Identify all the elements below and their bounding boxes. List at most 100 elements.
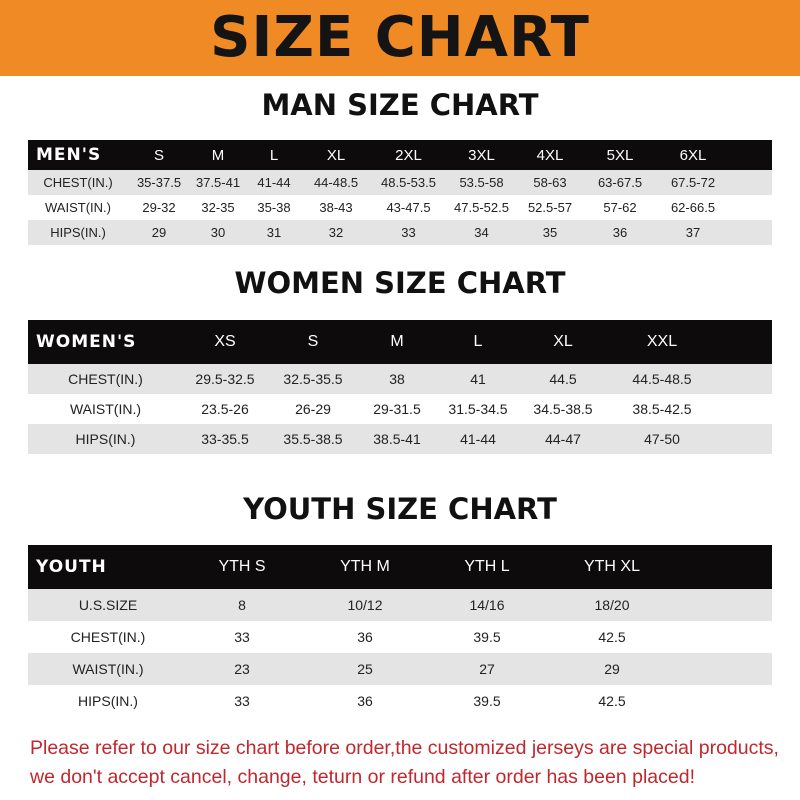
table-cell: 32.5-35.5 [283, 371, 343, 387]
table-cell: 35-37.5 [136, 175, 182, 190]
table-cell: 23 [234, 661, 250, 677]
table-cell: 23.5-26 [201, 401, 249, 417]
table-cell: YTH S [218, 558, 266, 575]
table-cell: 39.5 [473, 629, 501, 645]
table-row: HIPS(IN.) 33 36 39.5 42.5 [28, 685, 772, 717]
table-cell: 34.5-38.5 [533, 401, 593, 417]
row-label: HIPS(IN.) [75, 431, 136, 447]
table-cell: 47-50 [644, 431, 680, 447]
table-cell: 53.5-58 [459, 175, 504, 190]
row-label: U.S.SIZE [78, 597, 138, 613]
table-header-row: MEN'S S M L XL 2XL 3XL 4XL 5XL 6XL [28, 140, 772, 170]
row-label: WAIST(IN.) [72, 661, 144, 677]
table-cell: 38.5-42.5 [632, 401, 692, 417]
row-label: WOMEN'S [36, 332, 137, 352]
table-cell: XS [214, 333, 236, 350]
table-cell: 8 [238, 597, 246, 613]
table-cell: 52.5-57 [527, 200, 573, 215]
youth-size-table: YOUTH YTH S YTH M YTH L YTH XL U.S.SIZE 8 10/12… [28, 545, 772, 717]
table-cell: 29.5-32.5 [195, 371, 255, 387]
table-cell: 47.5-52.5 [454, 200, 509, 215]
youth-chart-title: YOUTH SIZE CHART [243, 492, 557, 526]
table-cell: YTH XL [583, 558, 640, 575]
table-cell: 5XL [606, 146, 634, 164]
table-cell: 38 [389, 371, 405, 387]
table-cell: M [390, 333, 404, 350]
table-cell: XL [326, 146, 346, 164]
table-cell: 33 [234, 629, 250, 645]
table-cell: 29 [604, 661, 620, 677]
notice-line-1: Please refer to our size chart before or… [30, 737, 779, 759]
table-cell: 18/20 [594, 597, 630, 613]
table-cell: 35.5-38.5 [283, 431, 343, 447]
table-cell: 41-44 [257, 175, 291, 190]
table-cell: 38-43 [319, 200, 353, 215]
table-cell: 29-31.5 [373, 401, 421, 417]
table-cell: 58-63 [533, 175, 567, 190]
table-cell: 57-62 [603, 200, 637, 215]
notice-line-2: we don't accept cancel, change, teturn o… [30, 766, 695, 788]
table-cell: 42.5 [598, 693, 626, 709]
table-cell: 25 [357, 661, 373, 677]
table-cell: 44.5-48.5 [632, 371, 692, 387]
table-cell: 35-38 [257, 200, 291, 215]
table-cell: 37 [685, 225, 701, 240]
table-cell: 44-48.5 [313, 175, 359, 190]
table-cell: 33 [234, 693, 250, 709]
table-row: CHEST(IN.) 35-37.5 37.5-41 41-44 44-48.5 48.5… [28, 170, 772, 195]
table-cell: 30 [210, 225, 226, 240]
table-cell: YTH M [340, 558, 390, 575]
table-cell: XXL [646, 333, 678, 350]
men-chart-title: MAN SIZE CHART [261, 88, 539, 122]
table-header-row: YOUTH YTH S YTH M YTH L YTH XL [28, 545, 772, 589]
page-title: SIZE CHART [210, 5, 590, 70]
row-label: YOUTH [36, 557, 107, 577]
women-size-table: WOMEN'S XS S M L XL XXL CHEST(IN.) 29.5-32.5 32.5… [28, 320, 772, 454]
table-cell: 34 [474, 225, 489, 240]
table-row: HIPS(IN.) 29 30 31 32 33 34 35 36 37 [28, 220, 772, 245]
row-label: HIPS(IN.) [50, 225, 106, 240]
table-cell: 33-35.5 [201, 431, 249, 447]
table-cell: 4XL [536, 146, 564, 164]
row-label: CHEST(IN.) [70, 629, 146, 645]
table-cell: 41 [470, 371, 486, 387]
table-cell: 36 [357, 629, 373, 645]
row-label: MEN'S [36, 145, 102, 165]
table-row: WAIST(IN.) 29-32 32-35 35-38 38-43 43-47.5 47.… [28, 195, 772, 220]
table-cell: 62-66.5 [670, 200, 716, 215]
women-chart-title: WOMEN SIZE CHART [234, 266, 566, 300]
table-cell: 33 [401, 225, 416, 240]
table-cell: 38.5-41 [373, 431, 421, 447]
table-cell: 36 [357, 693, 373, 709]
table-cell: M [211, 146, 225, 164]
table-cell: 37.5-41 [195, 175, 241, 190]
table-cell: S [153, 146, 164, 164]
table-cell: 3XL [468, 146, 495, 164]
table-row: CHEST(IN.) 33 36 39.5 42.5 [28, 621, 772, 653]
table-cell: 44.5 [549, 371, 577, 387]
table-row: HIPS(IN.) 33-35.5 35.5-38.5 38.5-41 41-44 44-… [28, 424, 772, 454]
table-cell: 42.5 [598, 629, 626, 645]
table-cell: 27 [479, 661, 495, 677]
table-cell: 31 [266, 225, 282, 240]
row-label: WAIST(IN.) [69, 401, 142, 417]
row-label: CHEST(IN.) [68, 371, 143, 387]
title-banner: SIZE CHART [0, 0, 800, 76]
table-cell: 14/16 [469, 597, 505, 613]
table-cell: L [473, 333, 483, 350]
table-cell: 43-47.5 [386, 200, 431, 215]
table-row: U.S.SIZE 8 10/12 14/16 18/20 [28, 589, 772, 621]
table-row: WAIST(IN.) 23.5-26 26-29 29-31.5 31.5-34.5 34… [28, 394, 772, 424]
table-cell: 44-47 [545, 431, 581, 447]
table-cell: 29 [151, 225, 167, 240]
table-cell: 32-35 [201, 200, 235, 215]
table-cell: 48.5-53.5 [381, 175, 436, 190]
row-label: CHEST(IN.) [43, 175, 113, 190]
table-cell: 29-32 [142, 200, 176, 215]
table-cell: S [307, 333, 319, 350]
table-cell: 6XL [679, 146, 707, 164]
table-cell: YTH L [464, 558, 510, 575]
table-row: WAIST(IN.) 23 25 27 29 [28, 653, 772, 685]
order-notice: Please refer to our size chart before or… [30, 734, 790, 792]
table-cell: 26-29 [295, 401, 331, 417]
